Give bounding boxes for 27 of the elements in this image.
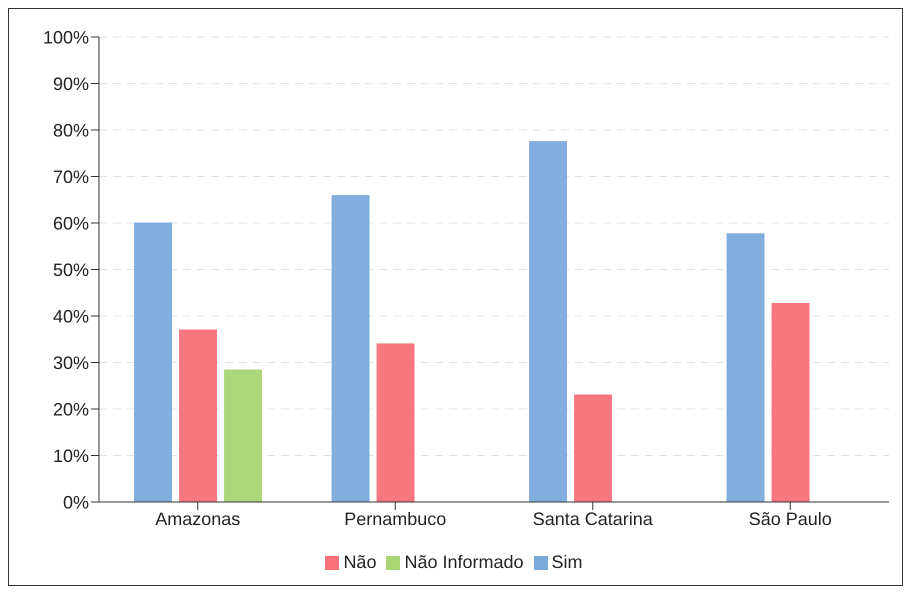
bar — [376, 343, 415, 502]
x-tick-label: Pernambuco — [344, 508, 446, 529]
bar — [224, 369, 262, 502]
y-tick-label: 50% — [52, 260, 89, 280]
bar — [332, 195, 370, 502]
x-tick-label: Amazonas — [155, 508, 240, 529]
bar — [134, 222, 172, 502]
y-tick-label: 80% — [52, 120, 89, 140]
y-tick-label: 30% — [52, 352, 89, 373]
legend-label: Não Informado — [404, 552, 524, 572]
y-tick-label: 100% — [42, 27, 89, 48]
y-tick-label: 0% — [62, 492, 89, 512]
y-tick-label: 90% — [52, 74, 89, 94]
legend-label: Não — [343, 552, 376, 572]
y-tick-label: 40% — [52, 306, 89, 326]
legend-label: Sim — [552, 552, 583, 572]
y-tick-label: 20% — [52, 399, 89, 420]
x-tick-label: São Paulo — [748, 508, 832, 529]
y-tick-label: 10% — [52, 446, 89, 466]
bar — [726, 233, 765, 502]
bar — [179, 329, 218, 502]
bar — [529, 141, 568, 502]
x-tick-label: Santa Catarina — [532, 508, 654, 529]
bar — [574, 394, 612, 502]
bar — [772, 302, 810, 502]
y-tick-label: 60% — [52, 213, 89, 234]
y-tick-label: 70% — [52, 166, 89, 187]
